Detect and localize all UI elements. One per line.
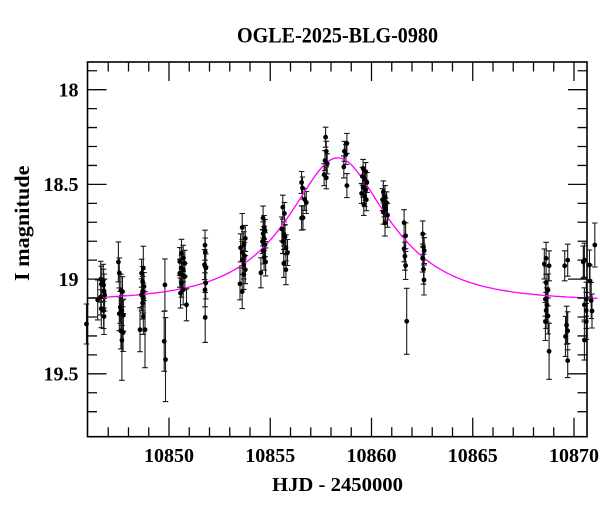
svg-text:10860: 10860 [347, 445, 397, 467]
svg-text:10870: 10870 [549, 445, 599, 467]
svg-text:18: 18 [59, 79, 79, 101]
svg-text:19.5: 19.5 [44, 364, 79, 386]
svg-text:OGLE-2025-BLG-0980: OGLE-2025-BLG-0980 [237, 23, 438, 48]
svg-text:10855: 10855 [245, 445, 295, 467]
svg-text:10865: 10865 [448, 445, 498, 467]
svg-text:HJD - 2450000: HJD - 2450000 [272, 474, 403, 496]
svg-text:10850: 10850 [144, 445, 194, 467]
svg-text:18.5: 18.5 [44, 174, 79, 196]
svg-text:19: 19 [59, 269, 79, 291]
svg-text:I magnitude: I magnitude [10, 166, 34, 281]
